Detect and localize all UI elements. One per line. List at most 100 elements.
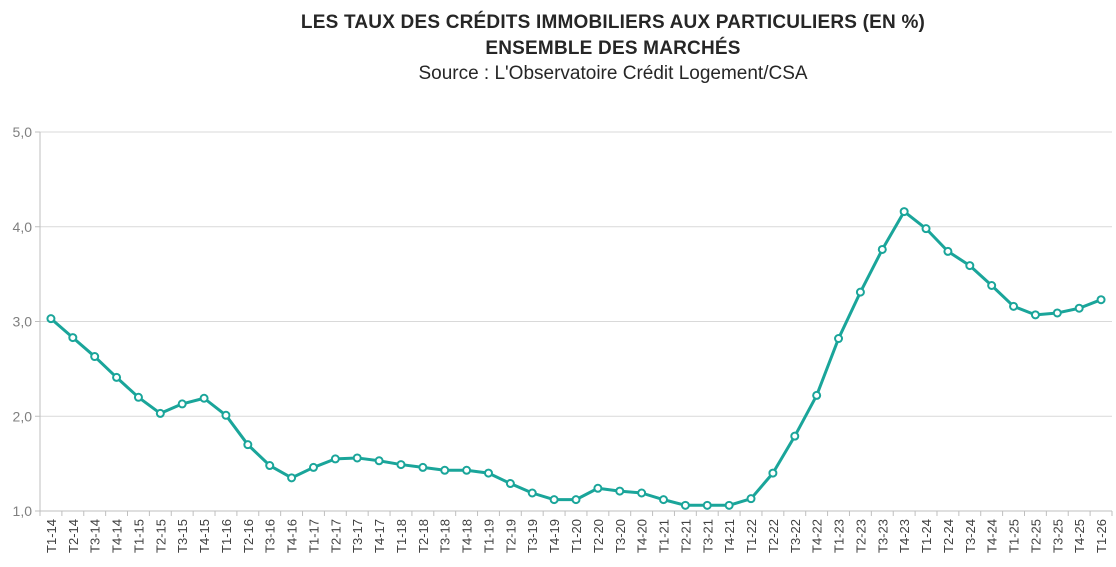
data-point — [1096, 295, 1106, 305]
data-point — [308, 462, 318, 472]
x-tick-label: T4-22 — [810, 519, 825, 553]
x-tick-label: T2-20 — [591, 519, 606, 553]
x-tick-label: T4-24 — [985, 519, 1000, 553]
x-tick-label: T1-26 — [1094, 519, 1109, 553]
data-point — [768, 468, 778, 478]
x-tick-label: T4-25 — [1072, 519, 1087, 553]
x-tick-label: T3-19 — [525, 519, 540, 553]
data-point — [834, 334, 844, 344]
data-point — [155, 408, 165, 418]
data-point — [112, 372, 122, 382]
data-point — [571, 495, 581, 505]
data-point — [943, 246, 953, 256]
x-tick-label: T2-24 — [941, 519, 956, 553]
data-point — [987, 280, 997, 290]
x-tick-label: T2-21 — [678, 519, 693, 553]
data-point — [243, 440, 253, 450]
data-point — [593, 483, 603, 493]
x-tick-label: T3-17 — [350, 519, 365, 553]
x-tick-label: T3-25 — [1050, 519, 1065, 553]
x-tick-label: T4-21 — [722, 519, 737, 553]
x-axis-ticks: T1-14 T2-14 T3-14 T4-14 T1-15 T2-15 T3-15 T4-15… — [44, 519, 1109, 553]
series-points — [46, 207, 1106, 510]
x-tick-label: T2-19 — [503, 519, 518, 553]
data-point — [724, 500, 734, 510]
x-tick-label: T2-25 — [1028, 519, 1043, 553]
data-point — [133, 392, 143, 402]
data-point — [637, 488, 647, 498]
x-tick-label: T1-23 — [832, 519, 847, 553]
data-point — [68, 333, 78, 343]
data-point — [877, 244, 887, 254]
data-point — [659, 495, 669, 505]
chart-source: Source : L'Observatoire Crédit Logement/… — [418, 63, 808, 84]
axes — [35, 131, 1113, 516]
data-point — [199, 393, 209, 403]
data-point — [177, 399, 187, 409]
data-point — [1052, 308, 1062, 318]
y-tick-label: 2,0 — [13, 408, 33, 424]
data-point — [483, 468, 493, 478]
data-point — [965, 261, 975, 271]
x-tick-label: T2-18 — [416, 519, 431, 553]
x-tick-label: T1-17 — [306, 519, 321, 553]
data-point — [549, 495, 559, 505]
data-point — [352, 453, 362, 463]
y-axis-ticks: 1,0 2,0 3,0 4,0 5,0 — [13, 124, 33, 519]
data-point — [221, 410, 231, 420]
x-tick-label: T1-21 — [657, 519, 672, 553]
x-tick-label: T1-19 — [481, 519, 496, 553]
x-tick-label: T1-24 — [919, 519, 934, 553]
data-point — [1009, 301, 1019, 311]
data-point — [746, 494, 756, 504]
x-tick-label: T4-14 — [110, 519, 125, 553]
x-tick-label: T1-22 — [744, 519, 759, 553]
x-tick-label: T4-19 — [547, 519, 562, 553]
data-point — [1074, 303, 1084, 313]
x-tick-label: T3-23 — [875, 519, 890, 553]
x-tick-label: T3-15 — [175, 519, 190, 553]
x-tick-label: T2-17 — [328, 519, 343, 553]
x-tick-label: T2-14 — [66, 519, 81, 553]
data-point — [418, 462, 428, 472]
x-tick-label: T2-23 — [853, 519, 868, 553]
x-tick-label: T3-20 — [613, 519, 628, 553]
x-tick-label: T4-20 — [635, 519, 650, 553]
data-point — [1030, 310, 1040, 320]
data-point — [702, 500, 712, 510]
x-tick-label: T1-16 — [219, 519, 234, 553]
y-tick-label: 1,0 — [13, 503, 33, 519]
data-point — [855, 287, 865, 297]
data-point — [615, 486, 625, 496]
data-point — [462, 465, 472, 475]
x-tick-label: T2-16 — [241, 519, 256, 553]
x-tick-label: T4-17 — [372, 519, 387, 553]
data-point — [265, 461, 275, 471]
data-point — [505, 479, 515, 489]
data-point — [812, 390, 822, 400]
data-point — [374, 456, 384, 466]
x-tick-label: T4-18 — [460, 519, 475, 553]
x-tick-label: T3-22 — [788, 519, 803, 553]
data-point — [899, 207, 909, 217]
data-point — [680, 500, 690, 510]
x-tick-label: T2-22 — [766, 519, 781, 553]
data-point — [440, 465, 450, 475]
x-tick-label: T2-15 — [153, 519, 168, 553]
x-tick-label: T1-20 — [569, 519, 584, 553]
x-tick-label: T3-24 — [963, 519, 978, 553]
chart-subtitle: ENSEMBLE DES MARCHÉS — [485, 38, 741, 59]
series-line-path — [49, 210, 1103, 507]
data-point — [90, 352, 100, 362]
x-tick-label: T3-14 — [88, 519, 103, 553]
y-tick-label: 4,0 — [13, 219, 33, 235]
gridlines — [40, 131, 1112, 417]
chart-title: LES TAUX DES CRÉDITS IMMOBILIERS AUX PAR… — [300, 12, 926, 33]
data-point — [790, 431, 800, 441]
x-tick-label: T4-16 — [285, 519, 300, 553]
data-point — [396, 460, 406, 470]
series-line — [49, 210, 1103, 507]
x-tick-label: T1-15 — [131, 519, 146, 553]
y-tick-label: 3,0 — [13, 314, 33, 330]
